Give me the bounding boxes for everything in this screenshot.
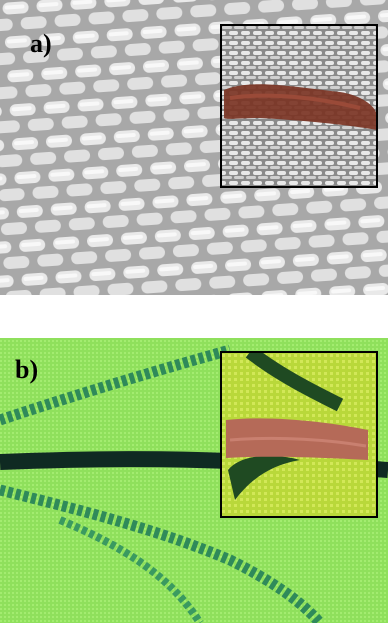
panel-label: b) xyxy=(15,355,38,384)
figure: a) b) xyxy=(0,0,388,623)
panel-label: a) xyxy=(30,29,52,58)
inset-b xyxy=(221,352,377,517)
page: a) b) (() => { const data = JSON.parse(d… xyxy=(0,0,388,623)
inset-a xyxy=(221,25,377,187)
